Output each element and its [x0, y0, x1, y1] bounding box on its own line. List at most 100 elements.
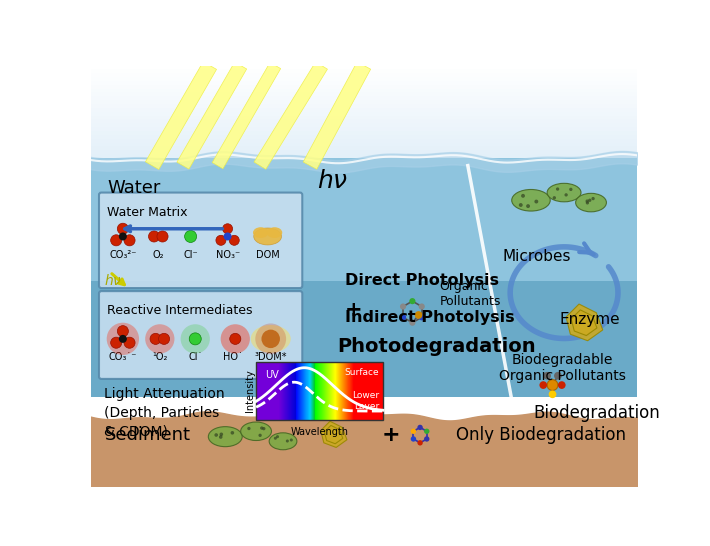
Polygon shape	[177, 62, 246, 169]
Circle shape	[290, 438, 293, 442]
Bar	[91, 158, 638, 162]
Circle shape	[569, 188, 572, 191]
Circle shape	[230, 333, 241, 345]
Circle shape	[117, 223, 129, 234]
Circle shape	[547, 379, 558, 390]
Bar	[91, 158, 638, 396]
Bar	[91, 96, 638, 100]
Circle shape	[224, 233, 231, 240]
Circle shape	[419, 304, 425, 310]
Text: CO₃²⁻: CO₃²⁻	[109, 250, 136, 259]
Bar	[91, 143, 638, 146]
Circle shape	[111, 337, 121, 348]
Circle shape	[415, 311, 422, 319]
Circle shape	[588, 199, 591, 202]
Bar	[256, 362, 383, 420]
Circle shape	[262, 427, 266, 430]
Circle shape	[157, 231, 168, 242]
Bar	[91, 169, 638, 173]
Circle shape	[535, 200, 538, 204]
Circle shape	[409, 298, 415, 304]
Circle shape	[410, 436, 416, 442]
Text: CO₃˙⁻: CO₃˙⁻	[109, 352, 137, 362]
Bar	[91, 139, 638, 143]
FancyBboxPatch shape	[99, 291, 302, 379]
Text: Water Matrix: Water Matrix	[107, 206, 188, 218]
Circle shape	[185, 230, 197, 242]
Circle shape	[124, 235, 135, 246]
Circle shape	[591, 197, 595, 200]
Circle shape	[526, 204, 530, 208]
Circle shape	[554, 372, 562, 379]
Circle shape	[419, 314, 425, 321]
Ellipse shape	[241, 422, 271, 441]
Polygon shape	[572, 310, 597, 336]
Text: Cl⁻: Cl⁻	[183, 250, 198, 259]
Ellipse shape	[253, 228, 281, 245]
Circle shape	[417, 440, 422, 446]
Circle shape	[214, 433, 218, 437]
Polygon shape	[303, 62, 371, 169]
Text: Reactive Intermediates: Reactive Intermediates	[107, 304, 253, 317]
Ellipse shape	[512, 189, 550, 211]
Bar	[91, 73, 638, 77]
Text: $h\nu$: $h\nu$	[317, 169, 349, 193]
Circle shape	[256, 323, 286, 354]
Circle shape	[231, 431, 234, 435]
Circle shape	[119, 335, 127, 343]
Ellipse shape	[208, 426, 242, 447]
Text: Surface: Surface	[344, 368, 379, 377]
Circle shape	[146, 324, 175, 353]
Bar	[91, 112, 638, 116]
Circle shape	[111, 235, 121, 246]
Text: +: +	[344, 300, 362, 321]
Text: UV: UV	[266, 370, 279, 379]
Polygon shape	[146, 62, 217, 169]
Bar	[91, 69, 638, 73]
Circle shape	[276, 435, 279, 438]
Bar	[91, 81, 638, 85]
Ellipse shape	[576, 193, 606, 212]
Bar	[91, 173, 638, 177]
Circle shape	[219, 435, 222, 439]
Bar	[91, 92, 638, 96]
Circle shape	[558, 381, 566, 389]
Circle shape	[410, 429, 416, 434]
Circle shape	[586, 199, 589, 203]
Circle shape	[409, 319, 415, 326]
Circle shape	[260, 426, 263, 430]
Circle shape	[148, 231, 160, 242]
Circle shape	[521, 194, 525, 198]
Circle shape	[519, 203, 523, 207]
Circle shape	[229, 235, 239, 245]
Circle shape	[216, 235, 226, 245]
Circle shape	[247, 427, 251, 430]
Bar	[91, 281, 638, 396]
Bar	[91, 135, 638, 139]
Circle shape	[190, 333, 201, 345]
Circle shape	[106, 323, 139, 355]
Circle shape	[286, 440, 289, 443]
Text: Sediment: Sediment	[104, 426, 190, 444]
Bar	[91, 85, 638, 88]
Text: HO˙: HO˙	[223, 352, 243, 362]
Circle shape	[258, 434, 262, 437]
Circle shape	[261, 330, 280, 348]
Circle shape	[400, 314, 406, 321]
Bar	[91, 116, 638, 120]
Text: ³DOM*: ³DOM*	[254, 352, 287, 362]
Bar	[91, 165, 638, 169]
Circle shape	[119, 233, 127, 240]
Bar	[91, 177, 638, 181]
Bar	[91, 123, 638, 127]
Bar	[91, 127, 638, 131]
Circle shape	[540, 381, 547, 389]
Polygon shape	[254, 62, 327, 169]
Text: Biodegradation: Biodegradation	[534, 405, 660, 422]
Text: Microbes: Microbes	[503, 249, 572, 264]
Circle shape	[150, 333, 161, 345]
Ellipse shape	[269, 433, 297, 450]
Polygon shape	[212, 62, 280, 169]
Circle shape	[124, 337, 135, 348]
Ellipse shape	[251, 325, 290, 353]
